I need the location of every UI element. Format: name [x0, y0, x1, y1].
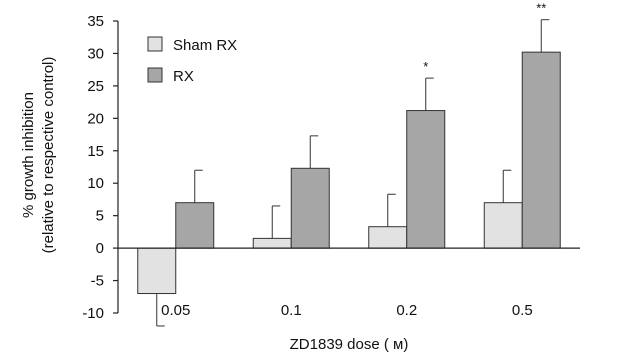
legend: Sham RX RX [147, 36, 237, 85]
x-tick-label: 0.1 [281, 302, 302, 319]
y-tick-label: 0 [96, 240, 104, 257]
bar-sham-rx [137, 247, 177, 295]
bar-rx [521, 51, 561, 249]
bar-sham-rx [368, 226, 408, 249]
significance-marker: ** [536, 1, 546, 16]
legend-label: Sham RX [173, 37, 237, 54]
bars-layer: *** [137, 1, 561, 327]
y-tick-label: 20 [87, 110, 104, 127]
y-axis-title-line-2: (relative to respective control) [40, 57, 57, 254]
y-tick-label: -10 [82, 305, 104, 322]
x-tick-label: 0.2 [396, 302, 417, 319]
legend-swatch-sham-rx [147, 36, 163, 52]
legend-swatch-rx [147, 67, 163, 83]
y-tick-label: 15 [87, 143, 104, 160]
x-axis-title: ZD1839 dose ( м) [290, 336, 409, 353]
y-tick-label: 35 [87, 13, 104, 30]
significance-marker: * [423, 59, 428, 74]
bar-rx [175, 202, 215, 249]
y-axis-title: % growth inhibition (relative to respect… [20, 57, 57, 254]
legend-label: RX [173, 68, 194, 85]
axes-layer: -10 -5 0 5 10 15 20 25 30 35 0.05 0.1 0.2 0.5 [82, 13, 580, 322]
x-tick-label: 0.5 [512, 302, 533, 319]
y-tick-label: -5 [91, 273, 104, 290]
x-tick-label: 0.05 [161, 302, 190, 319]
y-tick-label: 5 [96, 208, 104, 225]
bar-sham-rx [483, 202, 523, 249]
y-tick-label: 25 [87, 78, 104, 95]
y-tick-label: 30 [87, 45, 104, 62]
bar-rx [290, 167, 330, 249]
bar-rx [406, 110, 446, 249]
y-tick-label: 10 [87, 175, 104, 192]
y-axis-title-line-1: % growth inhibition [20, 92, 37, 218]
bar-sham-rx [252, 237, 292, 249]
